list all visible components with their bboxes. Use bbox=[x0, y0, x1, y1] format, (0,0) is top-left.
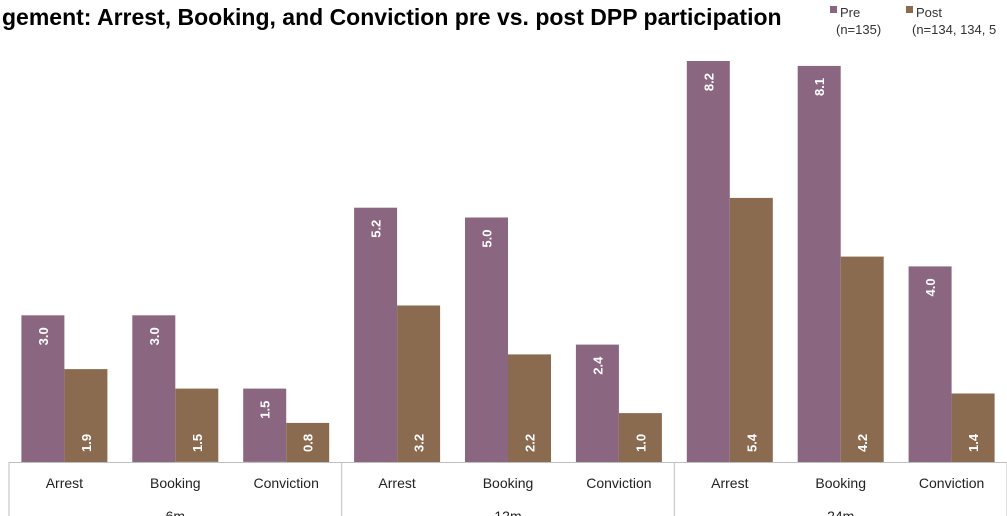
bar-pre-6 bbox=[686, 61, 730, 462]
bar-value-label: 5.0 bbox=[480, 230, 495, 248]
legend-label-pre: Pre bbox=[840, 5, 860, 20]
legend-swatch-pre bbox=[830, 6, 837, 13]
bar-value-label: 2.4 bbox=[590, 356, 605, 375]
bar-post-1 bbox=[175, 388, 219, 462]
group-label: 24m bbox=[827, 508, 854, 516]
bar-value-label: 3.2 bbox=[412, 434, 427, 452]
group-label: 12m bbox=[494, 508, 521, 516]
bar-value-label: 8.2 bbox=[701, 73, 716, 91]
x-tick-label: Arrest bbox=[378, 475, 415, 491]
bar-post-6 bbox=[729, 197, 773, 462]
bar-pre-5 bbox=[575, 344, 619, 462]
bar-value-label: 3.0 bbox=[36, 327, 51, 345]
x-tick-label: Arrest bbox=[46, 475, 83, 491]
bar-post-5 bbox=[618, 413, 662, 462]
bars-layer: 3.0 1.9 3.0 1.5 1.5 0.8 5.2 3.2 5.0 2.2 2.4 1.0 8.2 5… bbox=[21, 61, 995, 463]
x-tick-label: Conviction bbox=[919, 475, 984, 491]
bar-pre-2 bbox=[243, 388, 287, 462]
x-tick-label: Conviction bbox=[254, 475, 319, 491]
bar-pre-3 bbox=[354, 207, 398, 462]
bar-pre-7 bbox=[797, 65, 841, 463]
bar-value-label: 0.8 bbox=[301, 434, 316, 452]
bar-value-label: 1.5 bbox=[190, 434, 205, 452]
group-label: 6m bbox=[166, 508, 185, 516]
bar-post-8 bbox=[951, 393, 995, 462]
legend-note-post: (n=134, 134, 5 bbox=[912, 22, 996, 37]
bar-pre-4 bbox=[465, 217, 508, 462]
bar-pre-0 bbox=[21, 315, 65, 462]
bar-value-label: 1.0 bbox=[633, 434, 648, 452]
bar-value-label: 3.0 bbox=[147, 327, 162, 345]
x-tick-label: Arrest bbox=[711, 475, 748, 491]
bar-value-label: 1.4 bbox=[966, 433, 981, 452]
bar-value-label: 1.9 bbox=[79, 434, 94, 452]
x-tick-label: Booking bbox=[483, 475, 534, 491]
legend-swatch-post bbox=[906, 6, 913, 13]
x-tick-label: Booking bbox=[150, 475, 201, 491]
legend-note-pre: (n=135) bbox=[836, 22, 881, 37]
bar-value-label: 5.4 bbox=[744, 433, 759, 452]
bar-value-label: 2.2 bbox=[523, 434, 538, 452]
bar-post-3 bbox=[397, 305, 441, 462]
bar-value-label: 4.0 bbox=[923, 278, 938, 296]
bar-post-4 bbox=[508, 354, 551, 462]
x-tick-label: Booking bbox=[815, 475, 866, 491]
bar-post-0 bbox=[64, 369, 108, 462]
x-axis: Arrest Booking Conviction Arrest Booking Conv… bbox=[8, 462, 1007, 516]
bar-pre-8 bbox=[908, 266, 952, 462]
bar-pre-1 bbox=[132, 315, 176, 462]
bar-value-label: 5.2 bbox=[369, 220, 384, 238]
x-tick-label: Conviction bbox=[586, 475, 651, 491]
bar-post-2 bbox=[286, 422, 330, 462]
bar-value-label: 1.5 bbox=[258, 401, 273, 419]
bar-value-label: 8.1 bbox=[812, 78, 827, 96]
legend-label-post: Post bbox=[916, 5, 942, 20]
bar-value-label: 4.2 bbox=[855, 434, 870, 452]
bar-post-7 bbox=[840, 256, 884, 462]
legend: Pre (n=135) Post (n=134, 134, 5 bbox=[830, 5, 996, 37]
chart-title: gement: Arrest, Booking, and Conviction … bbox=[2, 4, 782, 30]
